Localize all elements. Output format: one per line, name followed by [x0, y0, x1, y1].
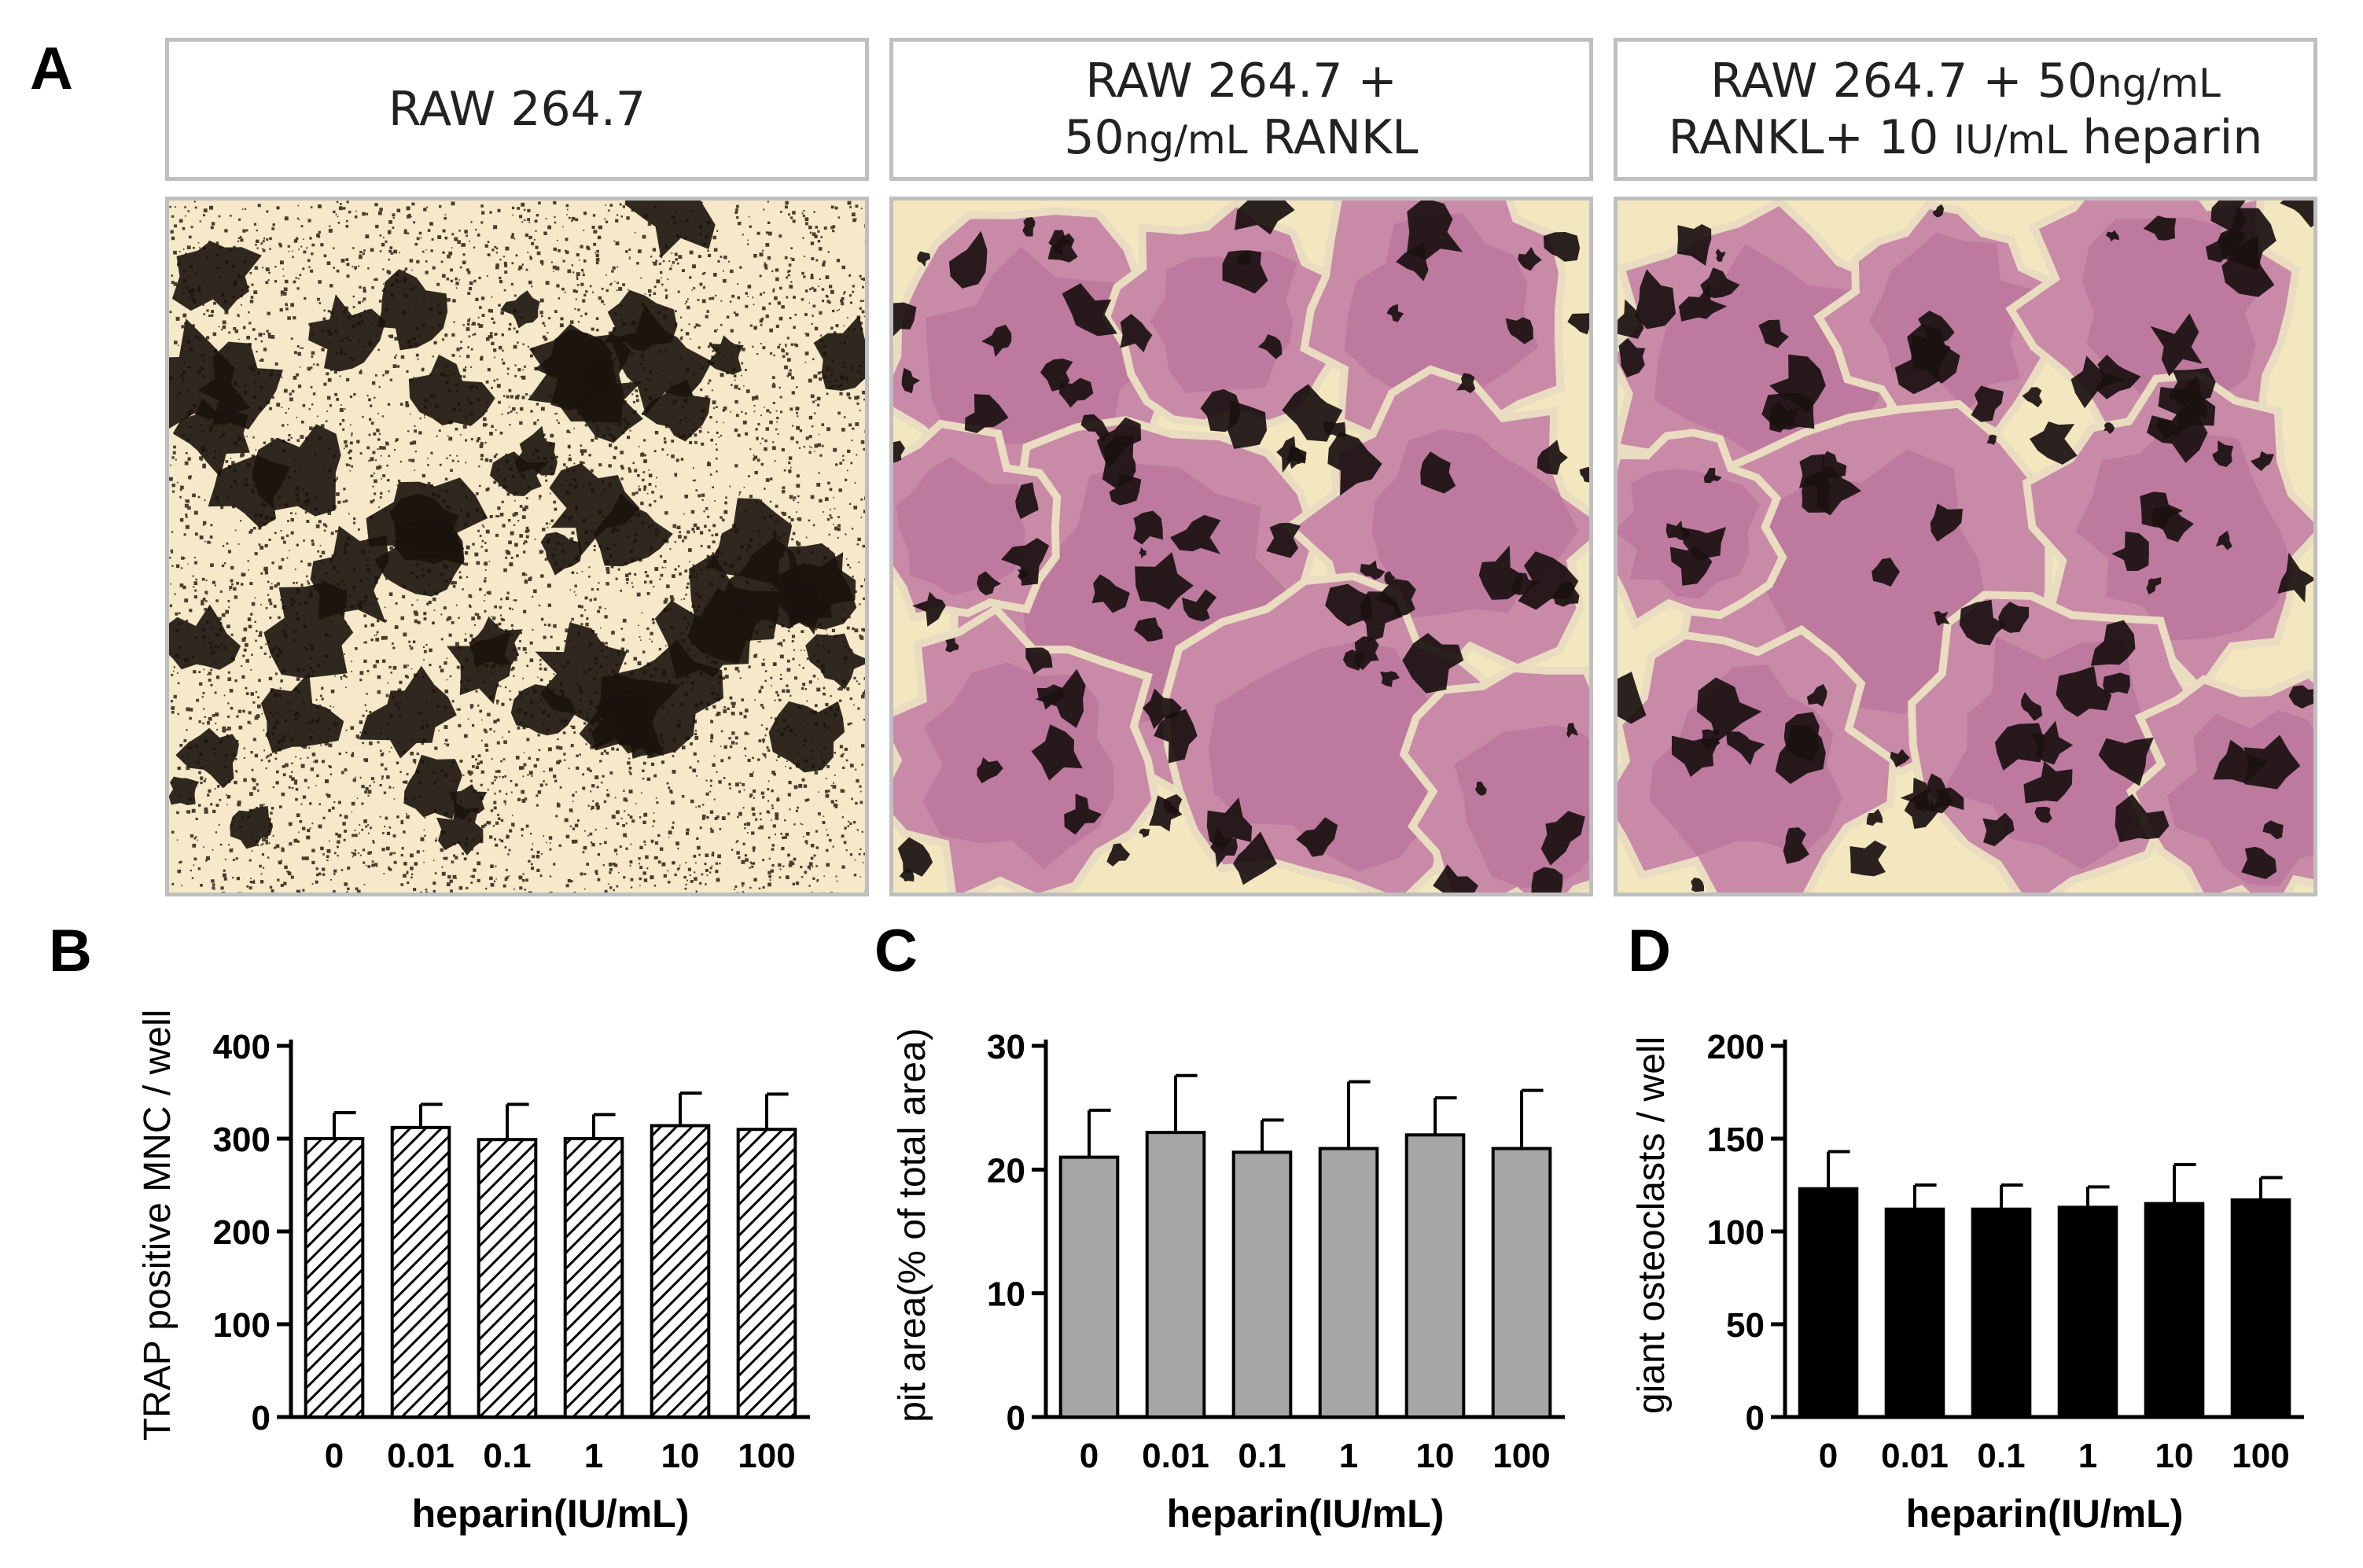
chart-b-xtick-label: 0.01 — [387, 1437, 455, 1475]
micrograph-raw-image — [169, 201, 865, 893]
chart-b-xtick-label: 10 — [661, 1437, 700, 1475]
chart-d-xtick-label: 10 — [2155, 1437, 2194, 1475]
chart-d-xtick-label: 0 — [1819, 1437, 1838, 1475]
micrograph-rankl-heparin — [1614, 197, 2317, 896]
chart-c-xtick-label: 0 — [1080, 1437, 1099, 1475]
chart-b-y-axis-title: TRAP positive MNC / well — [137, 1010, 179, 1441]
micrograph-rankl — [889, 197, 1593, 896]
panel-label-b: B — [49, 918, 92, 985]
chart-c-xtick-label: 0.1 — [1238, 1437, 1286, 1475]
chart-b-ytick-label: 100 — [213, 1306, 271, 1345]
caption-rankl-heparin: RAW 264.7 + 50ng/mL RANKL+ 10 IU/mL hepa… — [1614, 38, 2317, 181]
chart-b-ytick-label: 200 — [213, 1213, 271, 1252]
chart-d-bar — [1971, 1207, 2032, 1419]
chart-d-ytick-label: 100 — [1707, 1213, 1765, 1252]
chart-d-x-axis-title: heparin(IU/mL) — [1906, 1492, 2184, 1536]
chart-d-ytick-label: 50 — [1726, 1306, 1765, 1345]
micrograph-rankl-heparin-image — [1618, 201, 2313, 893]
caption-rankl-heparin-line2: RANKL+ 10 IU/mL heparin — [1668, 110, 2263, 165]
chart-b-ytick-label: 0 — [252, 1399, 271, 1437]
chart-b-xtick-label: 0 — [325, 1437, 344, 1475]
chart-b-ytick-label: 300 — [213, 1121, 271, 1159]
chart-d-ytick-label: 0 — [1746, 1399, 1765, 1437]
chart-d-bar — [2057, 1205, 2118, 1419]
chart-d-ytick-label: 200 — [1707, 1028, 1765, 1066]
chart-d-xtick-label: 0.1 — [1977, 1437, 2025, 1475]
chart-c-bar — [1318, 1147, 1379, 1419]
panel-label-d: D — [1628, 918, 1671, 985]
chart-c-ytick-label: 0 — [1007, 1399, 1025, 1437]
chart-d-ytick-label: 150 — [1707, 1121, 1765, 1159]
chart-c-bar — [1145, 1131, 1206, 1419]
caption-raw-line1: RAW 264.7 — [388, 82, 646, 137]
chart-c-bar — [1491, 1147, 1552, 1419]
chart-b-bar — [477, 1138, 538, 1419]
chart-b-xtick-label: 100 — [738, 1437, 795, 1475]
chart-b-bar — [650, 1124, 711, 1419]
chart-c-xtick-label: 1 — [1339, 1437, 1358, 1475]
chart-b-bar — [736, 1128, 797, 1419]
panel-label-a: A — [30, 35, 73, 102]
chart-d-bar — [1884, 1207, 1945, 1419]
chart-c-ytick-label: 10 — [987, 1275, 1025, 1314]
chart-d-xtick-label: 1 — [2078, 1437, 2097, 1475]
chart-d-xtick-label: 0.01 — [1881, 1437, 1949, 1475]
chart-d-bar — [2230, 1198, 2291, 1419]
panel-label-c: C — [874, 918, 918, 985]
chart-d-bar — [2144, 1202, 2205, 1419]
chart-d-giant-osteoclasts: 0 50 100 150 200 0 0.01 0.1 1 10 100 heparin(IU/mL)… — [1631, 1028, 2304, 1536]
chart-d-xtick-label: 100 — [2232, 1437, 2289, 1475]
chart-d-bar — [1798, 1187, 1859, 1419]
chart-b-bar — [304, 1137, 365, 1419]
chart-c-bar — [1058, 1155, 1120, 1419]
chart-b-trap-positive-mnc: 0 100 200 300 400 0 0.01 0.1 1 10 100 heparin(IU/mL… — [137, 1010, 810, 1536]
chart-c-x-axis-title: heparin(IU/mL) — [1167, 1492, 1445, 1536]
chart-b-bar — [390, 1125, 451, 1419]
chart-b-x-axis-title: heparin(IU/mL) — [412, 1492, 690, 1536]
chart-c-pit-area: 0 10 20 30 0 0.01 0.1 1 10 100 heparin(IU/mL) pit a… — [892, 1028, 1565, 1536]
micrograph-rankl-heparin-osteoclasts — [1618, 201, 2313, 893]
chart-c-xtick-label: 0.01 — [1142, 1437, 1209, 1475]
micrograph-rankl-dark-deposits — [893, 201, 1589, 893]
caption-rankl-heparin-line1: RAW 264.7 + 50ng/mL — [1710, 53, 2221, 109]
caption-raw: RAW 264.7 — [165, 38, 869, 181]
chart-b-xtick-label: 0.1 — [483, 1437, 531, 1475]
chart-c-xtick-label: 100 — [1493, 1437, 1550, 1475]
micrograph-raw — [165, 197, 869, 896]
caption-rankl-line2: 50ng/mL RANKL — [1064, 110, 1419, 165]
chart-b-bar — [563, 1137, 624, 1419]
chart-c-ytick-label: 20 — [987, 1151, 1025, 1190]
chart-c-bar — [1231, 1150, 1293, 1419]
chart-c-y-axis-title: pit area(% of total area) — [892, 1028, 933, 1423]
chart-b-ytick-label: 400 — [213, 1028, 271, 1066]
micrograph-rankl-image — [893, 201, 1589, 893]
chart-c-xtick-label: 10 — [1416, 1437, 1455, 1475]
micrograph-rankl-heparin-dark-deposits — [1618, 201, 2313, 893]
caption-rankl-line1: RAW 264.7 + — [1085, 53, 1397, 109]
chart-d-y-axis-title: giant osteoclasts / well — [1631, 1036, 1673, 1414]
chart-c-ytick-label: 30 — [987, 1028, 1025, 1066]
caption-rankl: RAW 264.7 + 50ng/mL RANKL — [889, 38, 1593, 181]
micrograph-raw-cells — [169, 201, 865, 893]
chart-c-bar — [1404, 1133, 1466, 1419]
chart-b-xtick-label: 1 — [584, 1437, 603, 1475]
